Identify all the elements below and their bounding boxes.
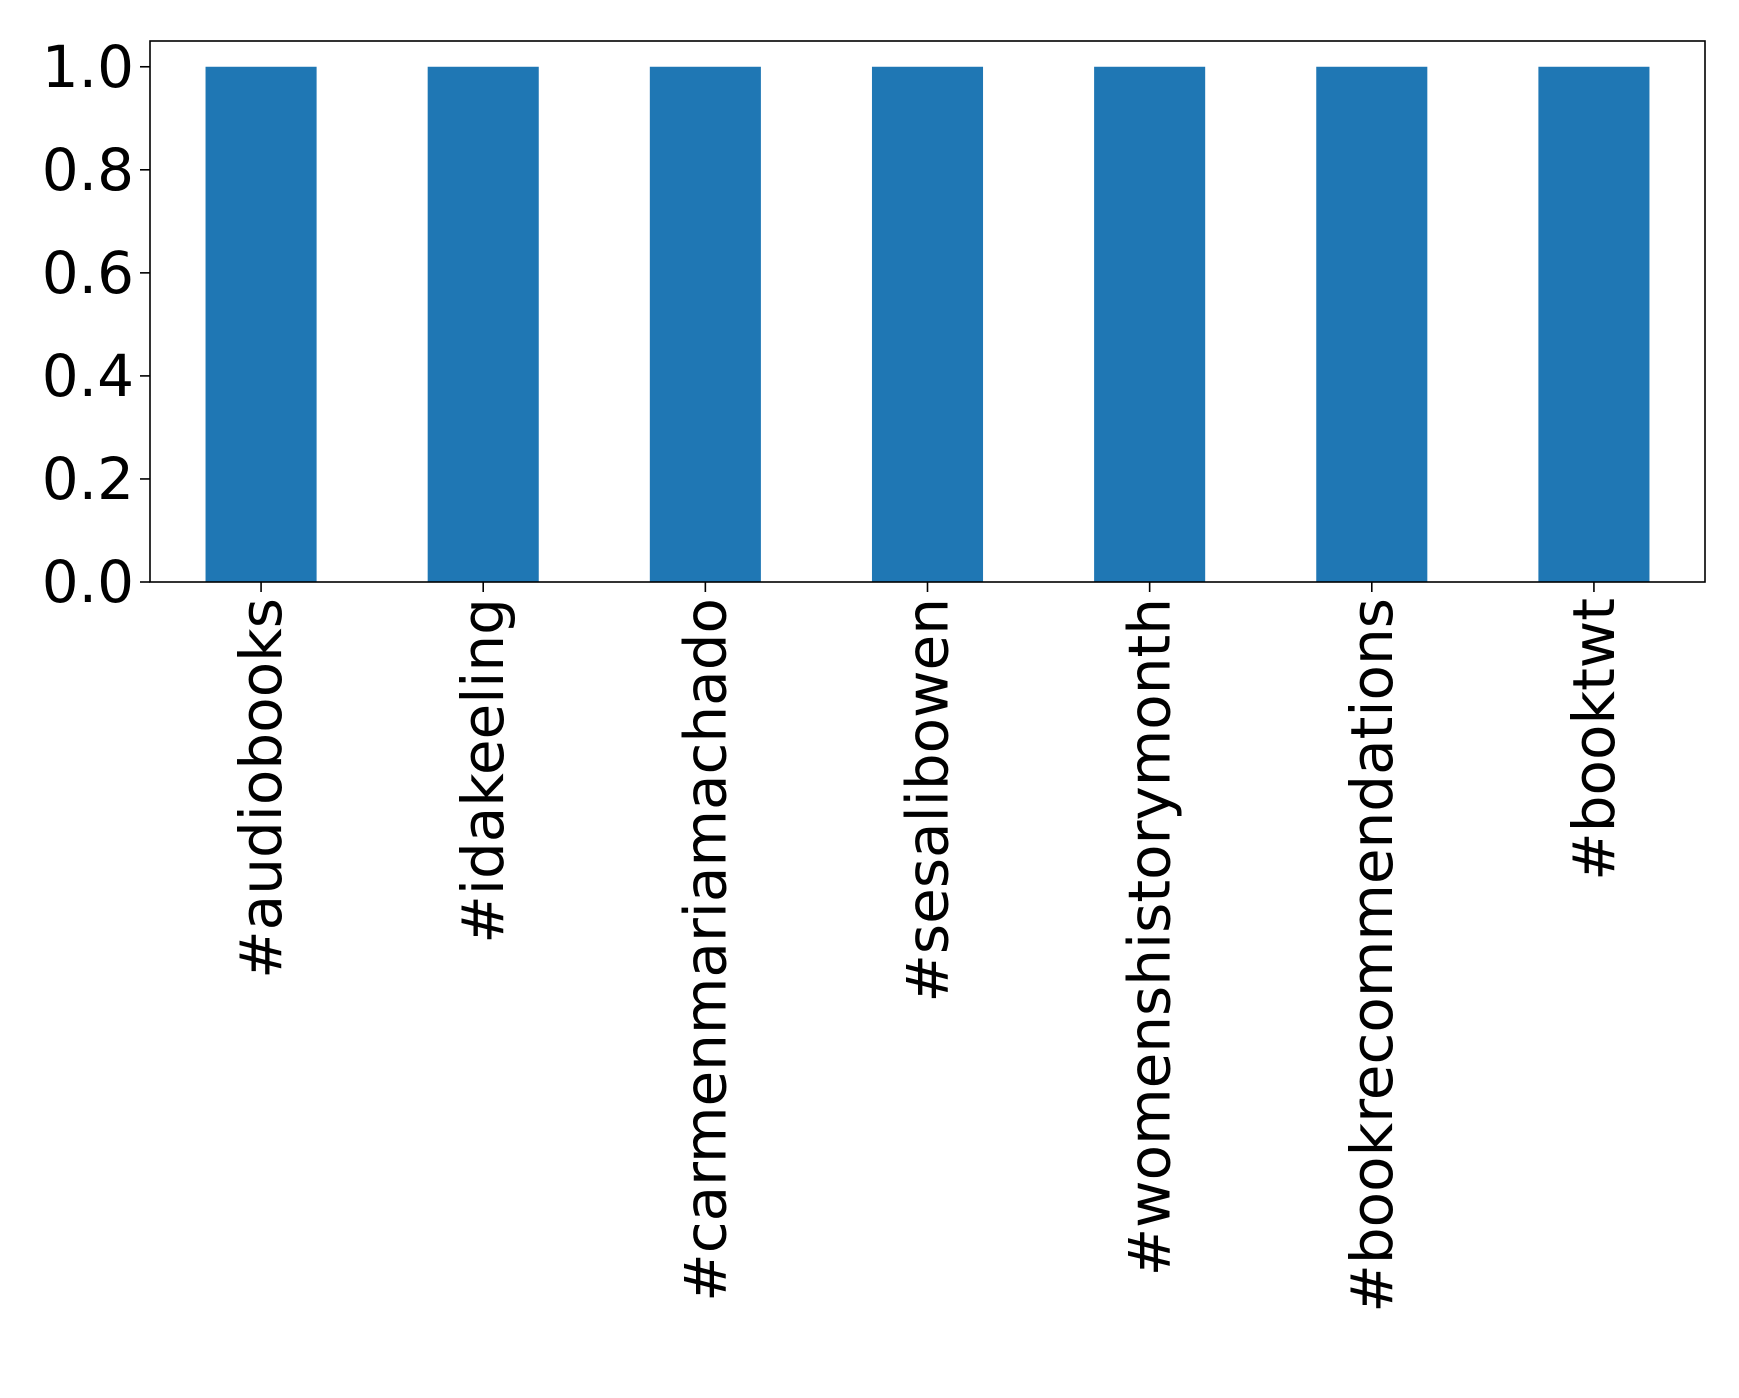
axes-frame: [149, 40, 1706, 583]
x-tick-label: #idakeeling: [449, 598, 517, 944]
y-tick-label: 0.0: [42, 548, 134, 616]
bar-womenshistorymonth: [1094, 66, 1206, 582]
x-axis: #audiobooks #idakeeling #carmenmariamachad…: [227, 582, 1628, 1313]
bar-carmenmariamachado: [649, 66, 761, 582]
x-tick-label: #sesalibowen: [894, 598, 962, 1003]
x-tick-label: #womenshistorymonth: [1116, 598, 1184, 1276]
y-tick-label: 0.4: [42, 342, 134, 410]
x-tick-label: #audiobooks: [227, 598, 295, 979]
bar-booktwt: [1538, 66, 1650, 582]
bar-audiobooks: [205, 66, 317, 582]
bars-group: [205, 66, 1650, 582]
y-tick-label: 0.2: [42, 445, 134, 513]
y-tick-label: 0.8: [42, 136, 134, 204]
bar-bookrecommendations: [1316, 66, 1428, 582]
y-tick-label: 0.6: [42, 239, 134, 307]
y-axis: 0.0 0.2 0.4 0.6 0.8 1.0: [42, 33, 150, 616]
x-tick-label: #bookrecommendations: [1338, 598, 1406, 1313]
bar-idakeeling: [427, 66, 539, 582]
y-tick-label: 1.0: [42, 33, 134, 101]
bar-sesalibowen: [871, 66, 984, 582]
x-tick-label: #booktwt: [1560, 598, 1628, 881]
x-tick-label: #carmenmariamachado: [671, 598, 739, 1302]
